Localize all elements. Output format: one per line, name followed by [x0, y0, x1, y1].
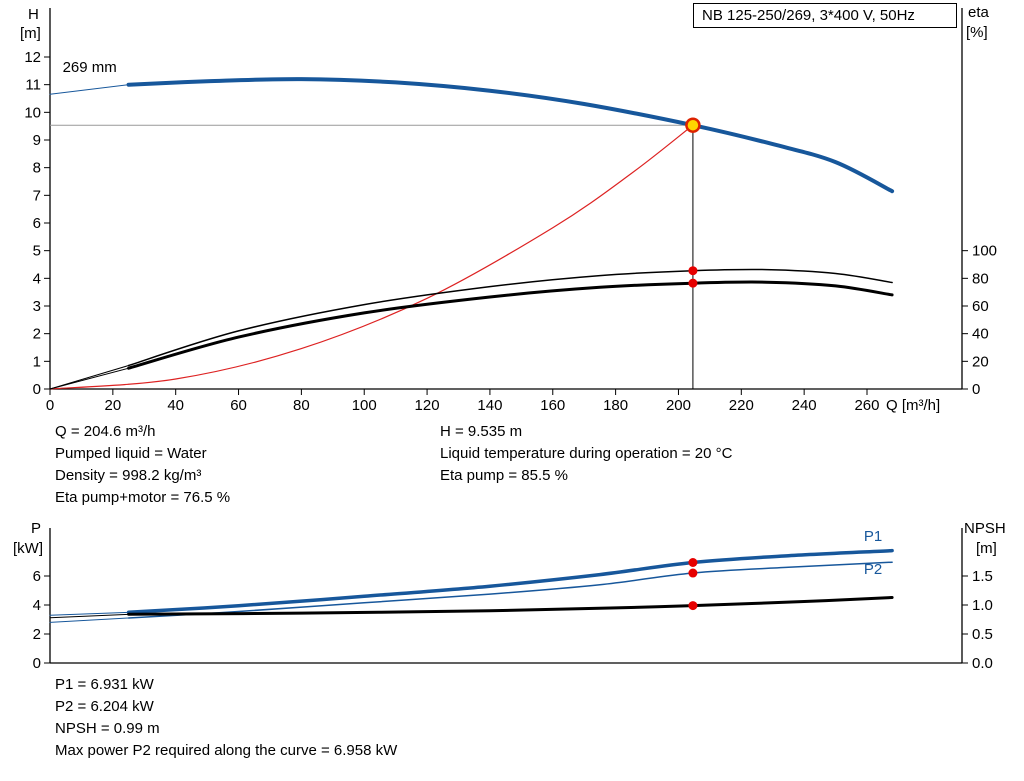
- readout-liquid-temperature: Liquid temperature during operation = 20…: [440, 445, 733, 462]
- y-left-tick-label: 0: [33, 655, 41, 668]
- readout-flow: Q = 204.6 m³/h: [55, 423, 156, 440]
- y-left-tick-label: 6: [33, 215, 41, 232]
- y-left-tick-label: 12: [24, 49, 41, 66]
- p1-point: [688, 558, 698, 568]
- x-tick-label: 100: [352, 397, 377, 414]
- readout-npsh: NPSH = 0.99 m: [55, 720, 160, 737]
- eta-pump-curve: [127, 268, 893, 367]
- x-tick-label: 240: [792, 397, 817, 414]
- npsh-curve: [127, 596, 894, 616]
- npsh-point: [688, 601, 698, 611]
- y-right-tick-label: 80: [972, 270, 989, 287]
- y-left-tick-label: 10: [24, 104, 41, 121]
- p2-point: [688, 568, 698, 578]
- x-tick-label: 60: [230, 397, 247, 414]
- y-right-tick-label: 20: [972, 353, 989, 370]
- power-axis-label: P: [31, 520, 42, 537]
- npsh-axis-unit: [m]: [976, 540, 997, 557]
- y-left-tick-label: 4: [33, 597, 41, 614]
- x-tick-label: 40: [167, 397, 184, 414]
- power-readouts: P1 = 6.931 kW P2 = 6.204 kW NPSH = 0.99 …: [55, 674, 397, 762]
- y-left-tick-label: 2: [33, 326, 41, 343]
- eta-pump-motor-point: [688, 278, 698, 288]
- y-left-tick-label: 9: [33, 132, 41, 149]
- x-tick-label: 0: [46, 397, 54, 414]
- x-axis-title: Q [m³/h]: [886, 397, 940, 414]
- y-right-tick-label: 1.5: [972, 568, 993, 585]
- y-right-tick-label: 40: [972, 326, 989, 343]
- npsh-axis-label: NPSH: [964, 520, 1006, 537]
- x-tick-label: 160: [540, 397, 565, 414]
- y-left-tick-label: 3: [33, 298, 41, 315]
- p1-label: P1: [864, 528, 882, 545]
- chart-title-box: NB 125-250/269, 3*400 V, 50Hz: [693, 3, 957, 28]
- y-left-axis-unit: [m]: [20, 25, 41, 42]
- readout-max-power: Max power P2 required along the curve = …: [55, 742, 398, 759]
- readout-p1: P1 = 6.931 kW: [55, 676, 154, 693]
- duty-readouts-left: Q = 204.6 m³/h Pumped liquid = Water Den…: [55, 421, 230, 509]
- p2-curve: [127, 561, 893, 619]
- impeller-size-label: 269 mm: [63, 59, 117, 76]
- readout-head: H = 9.535 m: [440, 423, 523, 440]
- y-right-axis-label: eta: [968, 4, 989, 21]
- p1-curve: [126, 548, 894, 615]
- pump-curve-269mm: [126, 77, 895, 194]
- y-left-tick-label: 8: [33, 160, 41, 177]
- x-tick-label: 180: [603, 397, 628, 414]
- eta-pump-motor-leadin: [49, 367, 130, 390]
- y-left-axis-label: H: [28, 6, 39, 23]
- eta-pump-motor-curve: [127, 280, 894, 370]
- system-curve: [49, 124, 694, 390]
- y-right-tick-label: 1.0: [972, 597, 993, 614]
- y-left-tick-label: 2: [33, 626, 41, 643]
- eta-pump-point: [688, 266, 698, 276]
- y-right-tick-label: 60: [972, 298, 989, 315]
- y-right-tick-label: 0.5: [972, 626, 993, 643]
- y-left-tick-label: 1: [33, 353, 41, 370]
- x-tick-label: 200: [666, 397, 691, 414]
- readout-density: Density = 998.2 kg/m³: [55, 467, 202, 484]
- y-left-tick-label: 5: [33, 243, 41, 260]
- duty-readouts-right: H = 9.535 m Liquid temperature during op…: [440, 421, 732, 487]
- p2-leadin: [49, 617, 130, 623]
- readout-pumped-liquid: Pumped liquid = Water: [55, 445, 207, 462]
- power-axis-unit: [kW]: [13, 540, 43, 557]
- x-tick-label: 220: [729, 397, 754, 414]
- y-left-tick-label: 11: [25, 77, 41, 94]
- p2-label: P2: [864, 561, 882, 578]
- x-tick-label: 80: [293, 397, 310, 414]
- duty-point: [685, 117, 701, 133]
- y-right-axis-unit: [%]: [966, 24, 988, 41]
- readout-eta-pump-motor: Eta pump+motor = 76.5 %: [55, 489, 231, 506]
- npsh-leadin: [49, 613, 130, 619]
- power-npsh-chart: 0 2 4 6 0.0 0.5 1.0 1.5 P1 P2: [33, 528, 993, 668]
- y-left-tick-label: 4: [33, 270, 41, 287]
- y-right-tick-label: 0: [972, 381, 980, 398]
- x-tick-label: 140: [477, 397, 502, 414]
- x-tick-label: 260: [854, 397, 879, 414]
- y-right-tick-label: 0.0: [972, 655, 993, 668]
- readout-eta-pump: Eta pump = 85.5 %: [440, 467, 568, 484]
- y-left-tick-label: 6: [33, 568, 41, 585]
- readout-p2: P2 = 6.204 kW: [55, 698, 154, 715]
- y-left-tick-label: 7: [33, 187, 41, 204]
- x-tick-label: 120: [415, 397, 440, 414]
- x-tick-label: 20: [105, 397, 122, 414]
- y-left-tick-label: 0: [33, 381, 41, 398]
- p1-leadin: [49, 611, 130, 616]
- pump-curve-leadin: [49, 84, 130, 95]
- y-right-tick-label: 100: [972, 243, 997, 260]
